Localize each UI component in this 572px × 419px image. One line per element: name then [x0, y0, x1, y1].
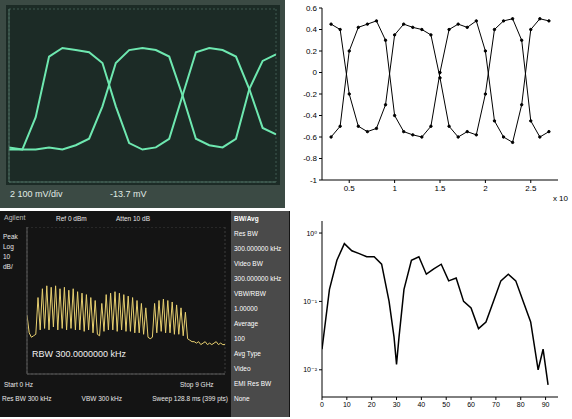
html-text:VBW 300 kHz: VBW 300 kHz	[81, 395, 122, 402]
html-text:Avg Type: Avg Type	[234, 350, 261, 357]
svg-text:-0.2: -0.2	[303, 90, 317, 99]
svg-text:30: 30	[393, 401, 401, 408]
html-text:x 10: x 10	[552, 194, 568, 203]
html-text:EMI Res BW: EMI Res BW	[234, 380, 272, 387]
svg-text:0.5: 0.5	[344, 184, 356, 193]
svg-text:0: 0	[313, 68, 318, 77]
html-text:Stop 9 GHz: Stop 9 GHz	[180, 381, 214, 388]
html-text:Peak: Peak	[3, 233, 18, 240]
svg-text:80: 80	[517, 401, 525, 408]
svg-text:0.6: 0.6	[306, 4, 318, 13]
svg-text:10: 10	[343, 401, 351, 408]
svg-text:2: 2	[483, 184, 488, 193]
html-text:10: 10	[3, 253, 11, 260]
svg-text:0.2: 0.2	[306, 47, 318, 56]
html-text:VBW/RBW: VBW/RBW	[234, 290, 266, 297]
html-text:Start 0 Hz: Start 0 Hz	[4, 381, 33, 388]
html-text:Res BW 300 kHz: Res BW 300 kHz	[2, 395, 52, 402]
html-text:Video: Video	[234, 365, 251, 372]
html-text:100: 100	[234, 335, 245, 342]
html-text:2 100 mV/div: 2 100 mV/div	[10, 189, 63, 199]
svg-text:-1: -1	[310, 176, 318, 185]
html-text:1.00000: 1.00000	[234, 305, 258, 312]
html-text:300.000000 kHz: 300.000000 kHz	[234, 245, 282, 252]
html-text:Ref 0 dBm: Ref 0 dBm	[56, 215, 87, 222]
svg-text:-0.4: -0.4	[303, 111, 317, 120]
html-text:-13.7 mV: -13.7 mV	[110, 189, 147, 199]
svg-text:90: 90	[542, 401, 550, 408]
svg-text:40: 40	[417, 401, 425, 408]
svg-text:0.4: 0.4	[306, 25, 318, 34]
html-text:RBW 300.0000000 kHz: RBW 300.0000000 kHz	[32, 349, 127, 359]
html-text:Video BW: Video BW	[234, 260, 263, 267]
svg-text:20: 20	[368, 401, 376, 408]
html-text:BW/Avg: BW/Avg	[234, 215, 259, 222]
html-text:Average: Average	[234, 320, 259, 327]
svg-text:10⁰: 10⁰	[306, 230, 317, 237]
html-text:dB/: dB/	[3, 263, 13, 270]
svg-text:-0.6: -0.6	[303, 133, 317, 142]
svg-text:1.5: 1.5	[434, 184, 446, 193]
html-text:Sweep 128.8 ms (399 pts): Sweep 128.8 ms (399 pts)	[152, 395, 228, 402]
svg-text:70: 70	[492, 401, 500, 408]
html-text:None: None	[234, 395, 250, 402]
html-text:Log: Log	[3, 243, 14, 250]
svg-text:60: 60	[467, 401, 475, 408]
svg-text:50: 50	[442, 401, 450, 408]
svg-text:10⁻²: 10⁻²	[303, 366, 317, 373]
html-text:Atten 10 dB: Atten 10 dB	[116, 215, 150, 222]
svg-text:-0.8: -0.8	[303, 154, 317, 163]
svg-text:2.5: 2.5	[525, 184, 537, 193]
html-text:300.000000 kHz: 300.000000 kHz	[234, 275, 282, 282]
svg-text:1: 1	[392, 184, 397, 193]
html-text:Agilent: Agilent	[4, 214, 26, 221]
svg-text:10⁻¹: 10⁻¹	[303, 298, 317, 305]
svg-text:0: 0	[320, 401, 324, 408]
html-text:Res BW: Res BW	[234, 230, 258, 237]
